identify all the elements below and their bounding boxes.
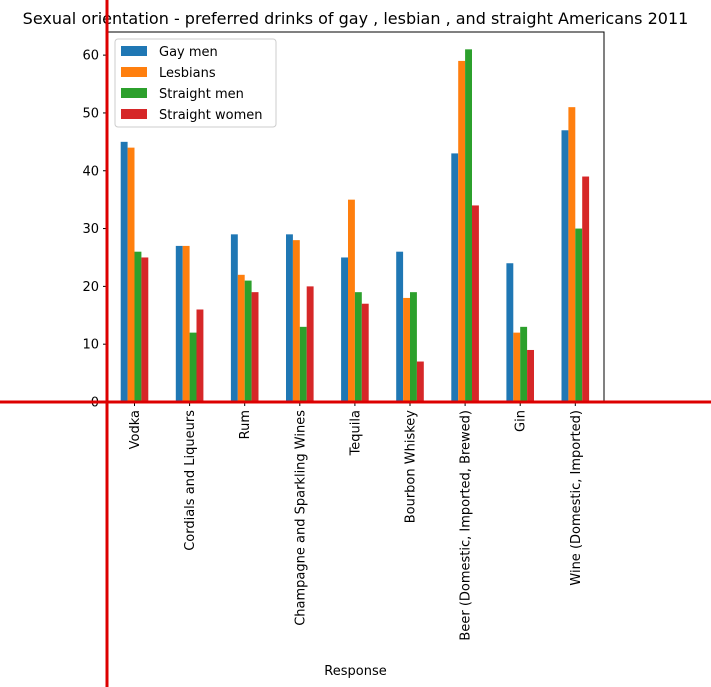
bar [182, 245, 190, 402]
bar [582, 176, 590, 402]
bar [575, 228, 583, 402]
legend-box [114, 38, 277, 128]
bar [237, 274, 245, 402]
x-axis-ticks: Vodka Cordials and Liqueurs Rum Champagne a… [128, 402, 584, 641]
x-tick-label: Rum [238, 410, 253, 439]
x-tick-label: Gin [514, 410, 529, 432]
bar [458, 60, 466, 402]
x-tick-label: Champagne and Sparkling Wines [293, 410, 308, 626]
x-tick-label: Beer (Domestic, Imported, Brewed) [459, 410, 474, 641]
legend-swatch [121, 46, 147, 56]
bars-group [120, 49, 590, 403]
bar [513, 332, 521, 403]
bar [520, 326, 528, 402]
x-tick-label: Bourbon Whiskey [404, 410, 419, 524]
bar [361, 303, 369, 402]
bar [127, 147, 135, 403]
bar [527, 349, 534, 402]
bar [451, 153, 459, 402]
bar [410, 292, 417, 402]
bar [244, 280, 252, 402]
legend-label: Gay men [159, 45, 218, 60]
bar [348, 199, 355, 402]
x-tick-label: Tequila [348, 410, 363, 456]
bar [568, 107, 576, 402]
bar [230, 234, 238, 402]
bar [175, 245, 183, 402]
x-tick-label: Vodka [128, 410, 143, 449]
chart-title: Sexual orientation - preferred drinks of… [23, 9, 689, 28]
bar [416, 361, 424, 402]
y-tick-label: 40 [82, 164, 99, 179]
y-axis-ticks: 0102030405060 [82, 49, 107, 411]
bar [354, 292, 362, 402]
bar [306, 286, 314, 403]
bar [141, 257, 149, 402]
bar [286, 234, 293, 402]
y-tick-label: 20 [82, 280, 99, 295]
bar [465, 49, 472, 403]
y-tick-label: 50 [82, 106, 99, 121]
bar [196, 309, 204, 402]
bar [396, 251, 404, 402]
legend-swatch [121, 67, 147, 77]
bar [292, 240, 300, 403]
bar [561, 130, 569, 402]
bar [472, 205, 479, 402]
y-tick-label: 60 [82, 49, 99, 64]
legend-swatch [121, 109, 147, 119]
legend-label: Lesbians [159, 66, 216, 81]
legend-label: Straight men [159, 87, 244, 102]
legend: Gay men Lesbians Straight men Straight wome… [114, 38, 277, 128]
bar [251, 292, 259, 402]
bar [403, 297, 410, 402]
x-axis-label: Response [324, 664, 386, 679]
x-tick-label: Wine (Domestic, Imported) [569, 410, 584, 586]
y-tick-label: 10 [82, 338, 99, 353]
legend-swatch [121, 88, 147, 98]
legend-label: Straight women [159, 108, 262, 123]
bar [506, 263, 514, 402]
bar [134, 251, 142, 402]
bar [299, 326, 307, 402]
y-tick-label: 30 [82, 222, 99, 237]
bar [341, 257, 348, 402]
bar [189, 332, 197, 403]
bar [120, 141, 128, 402]
x-tick-label: Cordials and Liqueurs [183, 410, 198, 551]
